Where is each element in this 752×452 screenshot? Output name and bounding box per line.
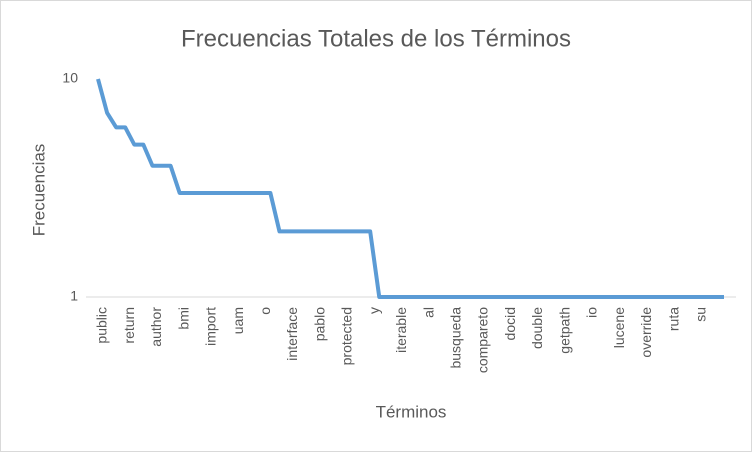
x-tick-label: import <box>203 307 219 346</box>
x-tick-label: author <box>148 307 164 347</box>
x-tick-label: public <box>94 307 110 344</box>
y-tick-label: 10 <box>62 70 78 86</box>
x-tick-label: busqueda <box>448 307 464 369</box>
x-tick-label: su <box>692 307 708 322</box>
x-tick-label: lucene <box>611 307 627 348</box>
x-tick-label: ruta <box>665 307 681 331</box>
y-axis-title: Frecuencias <box>29 144 48 237</box>
x-tick-label: override <box>638 307 654 358</box>
x-tick-label: o <box>257 307 273 315</box>
x-tick-label: uam <box>230 307 246 334</box>
x-tick-label: al <box>420 307 436 318</box>
x-tick-label: interface <box>284 307 300 361</box>
x-tick-label: return <box>121 307 137 344</box>
x-tick-label: bmi <box>175 307 191 330</box>
data-line <box>96 78 724 299</box>
x-tick-label: getpath <box>556 307 572 354</box>
x-tick-label: pablo <box>311 307 327 341</box>
chart-title: Frecuencias Totales de los Términos <box>181 25 571 52</box>
x-tick-label: io <box>584 307 600 318</box>
y-tick-label: 1 <box>70 288 78 304</box>
x-tick-label: y <box>366 307 382 314</box>
x-tick-label: docid <box>502 307 518 340</box>
x-tick-label: double <box>529 307 545 349</box>
x-axis-title: Términos <box>376 402 447 421</box>
x-tick-label: protected <box>339 307 355 365</box>
x-tick-label: iterable <box>393 307 409 353</box>
x-tick-label: compareto <box>475 307 491 373</box>
